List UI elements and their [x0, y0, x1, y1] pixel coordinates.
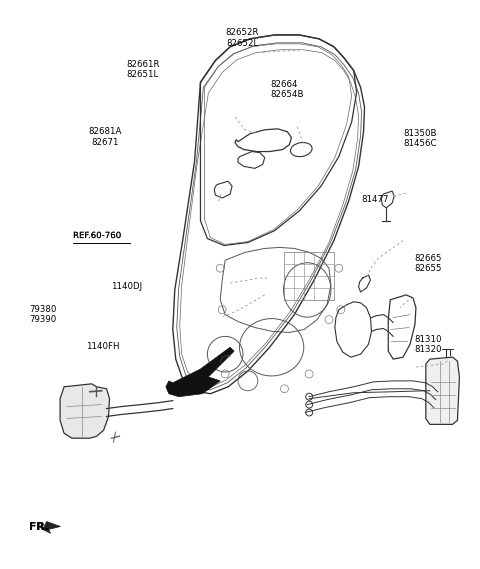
- Text: FR.: FR.: [29, 522, 48, 533]
- Polygon shape: [426, 357, 459, 424]
- Text: 1140FH: 1140FH: [85, 342, 119, 351]
- Text: 82661R
82651L: 82661R 82651L: [126, 60, 159, 79]
- Text: 81350B
81456C: 81350B 81456C: [404, 129, 437, 148]
- Text: 82652R
82652L: 82652R 82652L: [226, 28, 259, 48]
- Text: 82681A
82671: 82681A 82671: [88, 127, 121, 147]
- Text: FR.: FR.: [29, 522, 49, 533]
- Text: REF.60-760: REF.60-760: [73, 231, 121, 240]
- Text: 81477: 81477: [361, 195, 388, 204]
- Text: 81310
81320: 81310 81320: [415, 335, 442, 354]
- Polygon shape: [166, 347, 234, 397]
- Text: 82665
82655: 82665 82655: [415, 254, 442, 273]
- Polygon shape: [43, 522, 60, 533]
- Polygon shape: [60, 384, 109, 438]
- Text: 82664
82654B: 82664 82654B: [271, 80, 304, 99]
- Text: 1140DJ: 1140DJ: [111, 282, 142, 291]
- Text: 79380
79390: 79380 79390: [29, 304, 57, 324]
